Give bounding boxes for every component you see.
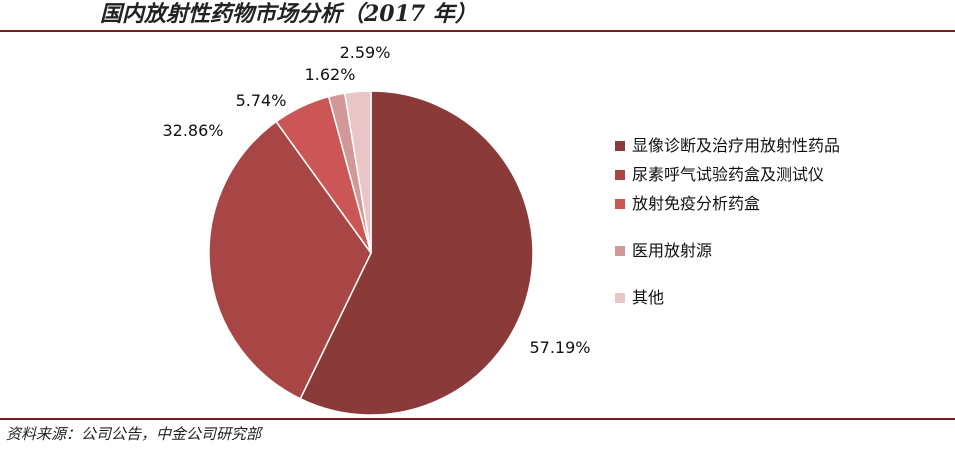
data-label-1: 57.19% [529,338,590,357]
chart-title: 国内放射性药物市场分析（2017 年） [100,1,477,27]
legend-label-5: 其他 [632,288,665,307]
legend-swatch-1 [615,141,625,151]
legend-swatch-3 [615,199,625,209]
legend-label-1: 显像诊断及治疗用放射性药品 [632,136,841,155]
pie-slice-1 [299,90,534,416]
legend-swatch-4 [615,246,625,256]
data-label-2: 32.86% [162,121,223,140]
data-label-5: 2.59% [340,43,391,62]
chart-legend: 显像诊断及治疗用放射性药品 尿素呼气试验药盒及测试仪 放射免疫分析药盒 医用放射源其他 [615,133,855,314]
data-label-4: 1.62% [305,65,356,84]
legend-item-2: 尿素呼气试验药盒及测试仪 [615,162,855,187]
legend-label-2: 尿素呼气试验药盒及测试仪 [632,165,825,184]
data-label-3: 5.74% [236,91,287,110]
legend-swatch-2 [615,170,625,180]
pie-slice-2 [208,120,372,400]
source-note: 资料来源：公司公告，中金公司研究部 [6,425,262,443]
source-divider [0,418,955,420]
legend-item-1: 显像诊断及治疗用放射性药品 [615,133,855,158]
legend-label-3: 放射免疫分析药盒 [632,194,761,213]
legend-label-4: 医用放射源 [632,241,713,260]
title-divider [0,30,955,32]
legend-item-4: 医用放射源 [615,238,855,263]
legend-swatch-5 [615,293,625,303]
legend-item-3: 放射免疫分析药盒 [615,191,855,216]
pie-slice-5 [343,90,372,254]
legend-item-5: 其他 [615,285,855,310]
